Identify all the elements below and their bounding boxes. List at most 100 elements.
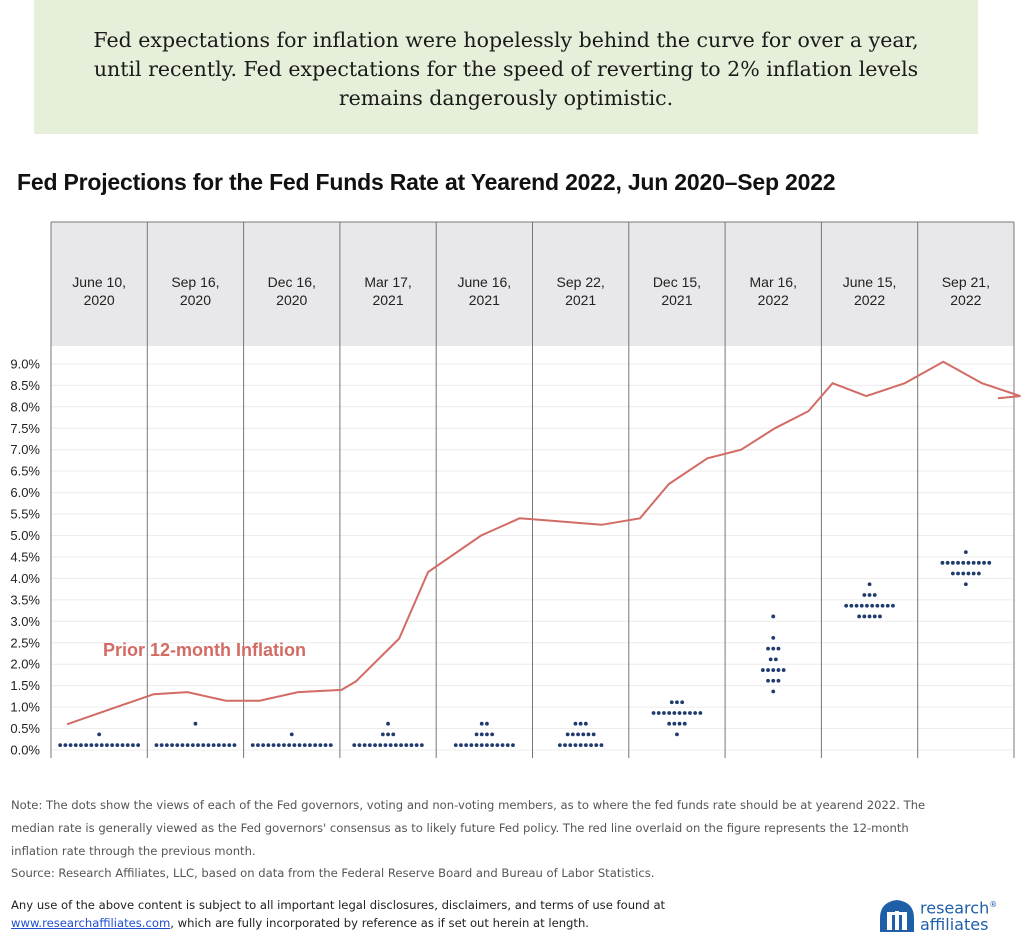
column-header-label: 2021 <box>469 292 500 308</box>
y-tick-label: 1.0% <box>10 700 40 715</box>
dot-plot <box>58 550 992 748</box>
projection-dot <box>667 711 672 715</box>
projection-dot <box>859 603 864 608</box>
projection-dot <box>393 743 398 748</box>
note-line-1: Note: The dots show the views of each of… <box>11 798 926 812</box>
projection-dot <box>976 560 981 565</box>
summary-banner: Fed expectations for inflation were hope… <box>34 0 978 134</box>
projection-dot <box>867 593 872 597</box>
projection-dot <box>870 603 875 608</box>
projection-dot <box>196 743 200 748</box>
projection-dot <box>589 743 593 748</box>
projection-dot <box>399 743 403 748</box>
y-tick-label: 0.0% <box>10 743 40 758</box>
projection-dot <box>573 721 578 726</box>
projection-dot <box>971 560 976 565</box>
projection-dot <box>276 743 281 748</box>
column-header-label: Dec 16, <box>268 274 316 290</box>
projection-dot <box>677 721 682 726</box>
projection-dot <box>568 743 573 748</box>
projection-dot <box>651 711 656 715</box>
projection-dot <box>297 743 302 748</box>
y-tick-label: 2.0% <box>10 657 40 672</box>
projection-dot <box>352 743 357 748</box>
projection-dot <box>682 721 687 726</box>
note-line-2: median rate is generally viewed as the F… <box>11 821 909 835</box>
projection-dot <box>581 732 586 737</box>
projection-dot <box>578 743 583 748</box>
projection-dot <box>373 743 377 748</box>
projection-dot <box>261 743 266 748</box>
inflation-label: Prior 12-month Inflation <box>103 640 306 660</box>
disclaimer-text-rest: , which are fully incorporated by refere… <box>170 916 589 930</box>
projection-dot <box>485 732 489 737</box>
projection-dot <box>495 743 500 748</box>
projection-dot <box>404 743 409 748</box>
column-header-label: June 15, <box>843 274 897 290</box>
projection-dot <box>159 743 164 748</box>
projection-dot <box>682 711 687 715</box>
projection-dot <box>766 678 770 683</box>
disclaimer-text: Any use of the above content is subject … <box>11 898 666 912</box>
projection-dot <box>565 732 570 737</box>
projection-dot <box>500 743 505 748</box>
projection-dot <box>672 711 677 715</box>
projection-dot <box>99 743 104 748</box>
column-header-label: 2021 <box>661 292 692 308</box>
projection-dot <box>976 571 981 576</box>
projection-dot <box>419 743 424 748</box>
projection-dot <box>287 743 292 748</box>
column-header-label: Sep 16, <box>171 274 219 290</box>
projection-dot <box>771 614 776 619</box>
column-header-label: June 10, <box>72 274 126 290</box>
projection-dot <box>963 550 968 554</box>
projection-dot <box>485 721 489 726</box>
column-header-label: 2020 <box>180 292 211 308</box>
projection-dot <box>193 721 198 726</box>
projection-dot <box>872 593 877 597</box>
projection-dot <box>222 743 226 748</box>
projection-dot <box>388 743 393 748</box>
y-tick-label: 4.5% <box>10 549 40 564</box>
projection-dot <box>956 571 960 576</box>
projection-dot <box>479 721 484 726</box>
projection-dot <box>776 668 781 672</box>
website-link[interactable]: www.researchaffiliates.com <box>11 916 171 930</box>
projection-dot <box>773 657 778 662</box>
projection-dot <box>583 721 588 726</box>
projection-dot <box>380 732 385 737</box>
projection-dot <box>950 571 955 576</box>
note-line-3: inflation rate through the previous mont… <box>11 844 256 858</box>
projection-dot <box>154 743 159 748</box>
projection-dot <box>872 614 877 619</box>
projection-dot <box>672 721 677 726</box>
inflation-series <box>66 360 1021 726</box>
projection-dot <box>190 743 195 748</box>
projection-dot <box>885 603 890 608</box>
projection-dot <box>490 732 495 737</box>
projection-dot <box>677 711 682 715</box>
projection-dot <box>880 603 885 608</box>
projection-dot <box>966 571 971 576</box>
projection-dot <box>227 743 232 748</box>
projection-dot <box>878 614 882 619</box>
projection-dot <box>680 700 685 705</box>
projection-dot <box>849 603 854 608</box>
projection-dot <box>656 711 661 715</box>
projection-dot <box>557 743 562 748</box>
projection-dot <box>875 603 880 608</box>
y-tick-label: 8.0% <box>10 399 40 414</box>
projection-dot <box>386 732 390 737</box>
projection-dot <box>313 743 318 748</box>
column-header-label: 2021 <box>372 292 403 308</box>
projection-dot <box>576 732 580 737</box>
projection-dot <box>479 732 484 737</box>
projection-dot <box>125 743 130 748</box>
y-tick-label: 3.5% <box>10 592 40 607</box>
projection-dot <box>963 582 968 587</box>
projection-dot <box>578 721 583 726</box>
projection-dot <box>867 582 872 587</box>
column-header-label: Mar 16, <box>750 274 797 290</box>
projection-dot <box>282 743 286 748</box>
projection-dot <box>409 743 414 748</box>
